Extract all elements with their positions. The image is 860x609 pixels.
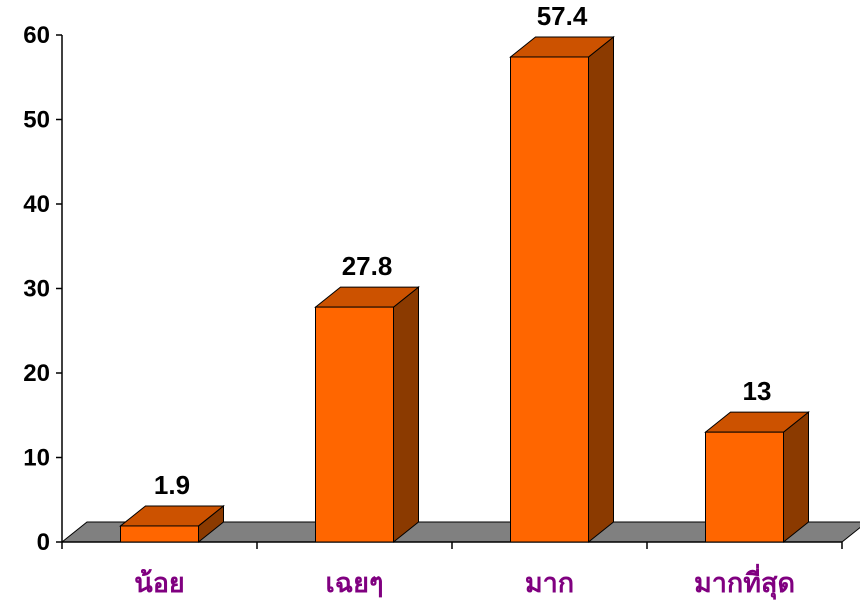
category-label: มากที่สุด	[694, 563, 795, 600]
bar-side	[783, 411, 809, 544]
y-tick-label: 20	[23, 360, 50, 387]
bar-front	[120, 525, 199, 543]
y-tick-label: 30	[23, 276, 50, 303]
category-label: เฉยๆ	[326, 568, 384, 599]
bar-front	[315, 306, 394, 543]
bar-2	[314, 286, 420, 544]
data-label: 1.9	[154, 470, 190, 500]
bar-1	[119, 504, 225, 544]
y-tick-label: 10	[23, 445, 50, 472]
bar-front	[705, 431, 784, 543]
bar-side	[393, 286, 419, 544]
y-tick-label: 0	[37, 529, 50, 556]
bar-side	[588, 35, 614, 544]
bar-3	[509, 35, 615, 544]
y-tick-label: 50	[23, 107, 50, 134]
category-label: น้อย	[134, 568, 185, 599]
y-tick-label: 60	[23, 22, 50, 49]
y-tick-label: 40	[23, 191, 50, 218]
bar-front	[510, 56, 589, 543]
bar-4	[704, 411, 810, 544]
data-label: 57.4	[537, 1, 588, 31]
data-label: 27.8	[342, 251, 393, 281]
category-label: มาก	[525, 568, 574, 599]
data-label: 13	[743, 376, 772, 406]
